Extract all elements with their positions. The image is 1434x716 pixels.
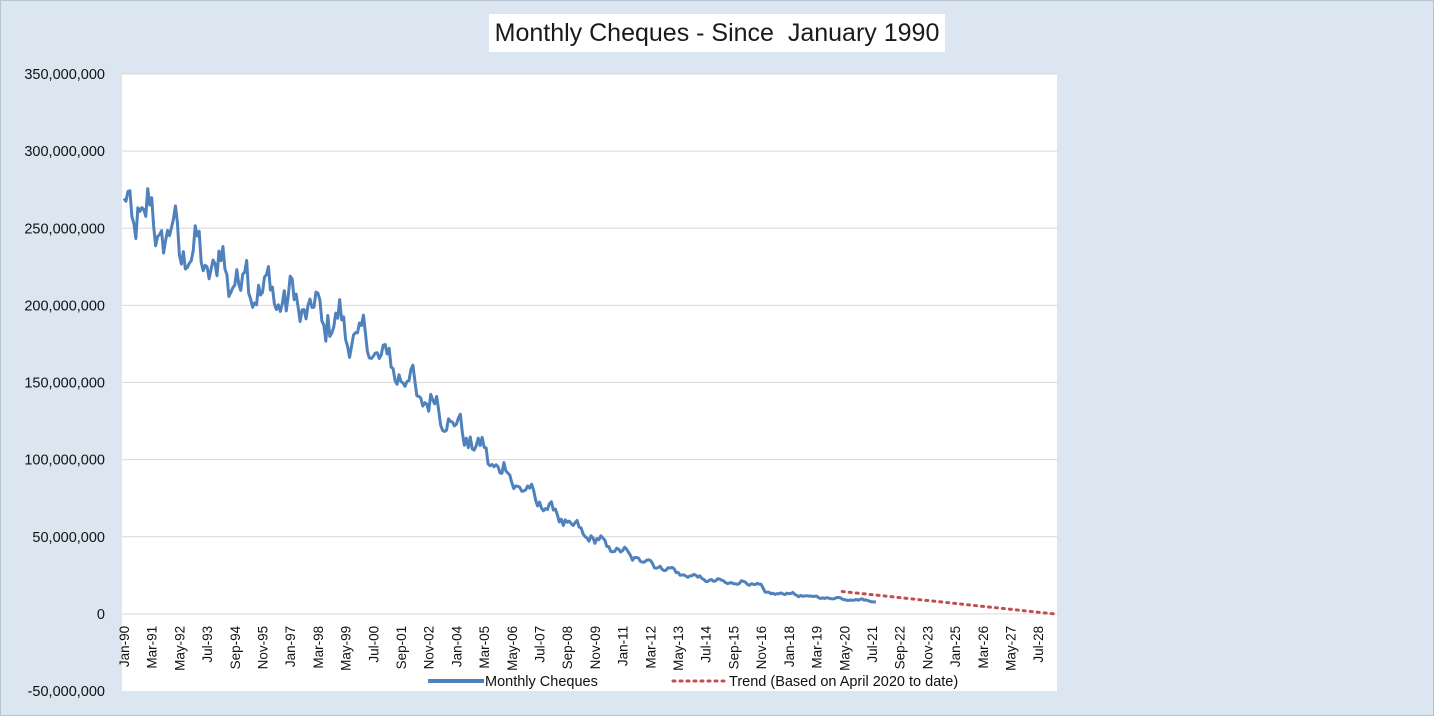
y-tick-label: 150,000,000 bbox=[24, 376, 105, 392]
x-tick-label: Jan-90 bbox=[117, 626, 132, 667]
series-layer bbox=[122, 187, 1056, 616]
x-tick-label: Mar-19 bbox=[810, 626, 825, 669]
x-tick-label: May-99 bbox=[339, 626, 354, 671]
legend-label-trend: Trend (Based on April 2020 to date) bbox=[729, 674, 958, 690]
legend-label-monthly-cheques: Monthly Cheques bbox=[485, 674, 598, 690]
chart-title: Monthly Cheques - Since January 1990 bbox=[489, 14, 945, 52]
x-tick-label: Mar-05 bbox=[477, 626, 492, 669]
x-tick-label: Sep-94 bbox=[228, 625, 243, 669]
x-tick-label: Sep-08 bbox=[560, 626, 575, 670]
y-tick-label: 50,000,000 bbox=[32, 530, 105, 546]
x-tick-label: Sep-22 bbox=[893, 626, 908, 670]
x-tick-label: Jul-07 bbox=[533, 626, 548, 663]
x-tick-label: Sep-15 bbox=[726, 626, 741, 670]
legend: Monthly Cheques Trend (Based on April 202… bbox=[428, 674, 958, 690]
series-line-monthly-cheques bbox=[122, 187, 877, 604]
y-axis-ticks: -50,000,000 0 50,000,000 100,000,000 150,000… bbox=[24, 67, 105, 700]
y-tick-label: 300,000,000 bbox=[24, 144, 105, 160]
x-tick-label: Nov-16 bbox=[754, 626, 769, 670]
x-tick-label: Jul-00 bbox=[366, 626, 381, 663]
x-tick-label: May-06 bbox=[505, 626, 520, 671]
x-axis-ticks: Jan-90 Mar-91 May-92 Jul-93 Sep-94 Nov-95 Jan-… bbox=[117, 625, 1046, 671]
x-tick-label: Jul-28 bbox=[1031, 626, 1046, 663]
x-tick-label: Nov-09 bbox=[588, 626, 603, 670]
x-tick-label: Mar-12 bbox=[643, 626, 658, 669]
x-tick-label: Jan-18 bbox=[782, 626, 797, 667]
x-tick-label: Sep-01 bbox=[394, 626, 409, 670]
y-tick-label: 350,000,000 bbox=[24, 67, 105, 83]
x-tick-label: Nov-23 bbox=[920, 626, 935, 670]
x-tick-label: Mar-98 bbox=[311, 626, 326, 669]
x-tick-label: Nov-02 bbox=[422, 626, 437, 670]
x-tick-label: Mar-26 bbox=[976, 626, 991, 669]
x-tick-label: Jul-21 bbox=[865, 626, 880, 663]
x-tick-label: May-20 bbox=[837, 626, 852, 671]
gridlines bbox=[122, 73, 1057, 615]
x-tick-label: May-27 bbox=[1003, 626, 1018, 671]
y-tick-label: 0 bbox=[97, 607, 105, 623]
series-line-trend bbox=[840, 590, 1056, 616]
y-tick-label: 250,000,000 bbox=[24, 221, 105, 237]
x-tick-label: Jan-11 bbox=[616, 626, 631, 666]
x-tick-label: Jan-04 bbox=[449, 625, 464, 667]
x-tick-label: May-13 bbox=[671, 626, 686, 671]
y-tick-label: -50,000,000 bbox=[28, 684, 105, 700]
x-tick-label: May-92 bbox=[172, 626, 187, 671]
y-tick-label: 100,000,000 bbox=[24, 453, 105, 469]
x-tick-label: Jul-14 bbox=[699, 625, 714, 662]
y-tick-label: 200,000,000 bbox=[24, 298, 105, 314]
x-tick-label: Jul-93 bbox=[200, 626, 215, 663]
x-tick-label: Jan-25 bbox=[948, 626, 963, 667]
x-tick-label: Jan-97 bbox=[283, 626, 298, 667]
x-tick-label: Mar-91 bbox=[145, 626, 160, 669]
x-tick-label: Nov-95 bbox=[256, 626, 271, 670]
